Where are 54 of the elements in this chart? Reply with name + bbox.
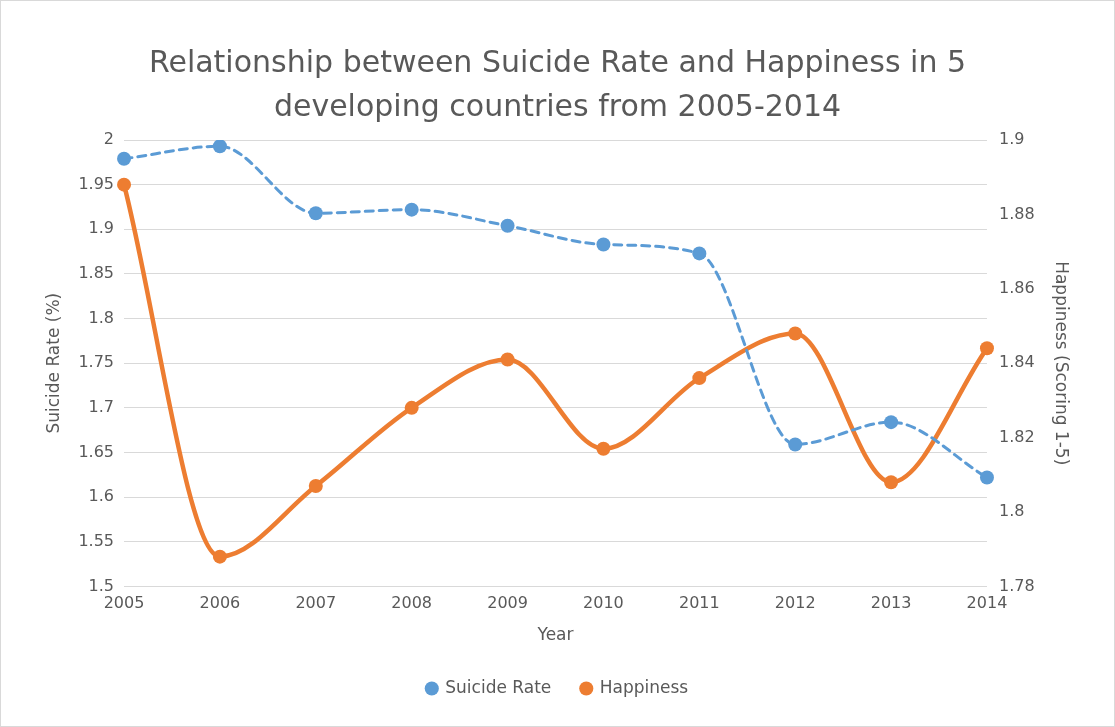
x-axis-title: Year [536, 624, 574, 645]
y-tick-label: 1.8 [88, 307, 115, 327]
x-tick-label: 2011 [678, 593, 720, 613]
x-tick-label: 2014 [966, 593, 1008, 613]
y-tick-label: 1.85 [78, 263, 115, 283]
y-tick-label: 2 [103, 129, 115, 149]
y-tick-label: 1.7 [88, 397, 115, 416]
y2-tick-label: 1.88 [998, 203, 1035, 223]
y-tick-label: 1.9 [88, 218, 115, 238]
point [212, 549, 227, 564]
x-tick-label: 2007 [295, 593, 337, 613]
point [404, 400, 419, 415]
y-tick-label: 1.65 [78, 441, 115, 461]
point [884, 415, 899, 430]
x-tick-label: 2005 [103, 593, 145, 613]
y2-tick-label: 1.78 [998, 575, 1035, 595]
x-tick-label: 2010 [583, 593, 624, 613]
y-axis-title: Suicide Rate (%) [42, 292, 63, 434]
point [979, 341, 994, 356]
point [308, 206, 323, 221]
point [596, 237, 611, 252]
chart-title: Relationship between Suicide Rate and Happiness in 5 developing countries from 2005-2014 [147, 43, 968, 125]
y2-axis-title: Happiness (Scoring 1-5) [1052, 261, 1073, 466]
y-tick-label: 1.5 [88, 575, 115, 595]
point [692, 246, 707, 261]
point [117, 151, 132, 166]
point [596, 441, 611, 456]
legend-label: Suicide Rate [445, 676, 552, 697]
y2-tick-label: 1.9 [998, 129, 1025, 149]
point [117, 177, 132, 192]
point [500, 352, 515, 367]
x-tick-label: 2008 [391, 593, 433, 613]
y2-tick-label: 1.86 [998, 277, 1035, 297]
x-tick-label: 2009 [487, 593, 528, 613]
point [500, 218, 515, 233]
point [788, 326, 803, 341]
x-tick-label: 2012 [774, 593, 816, 613]
x-tick-label: 2006 [199, 593, 241, 613]
y-tick-label: 1.95 [78, 173, 115, 193]
y2-tick-label: 1.8 [998, 501, 1025, 521]
point [308, 478, 323, 493]
point [884, 475, 899, 490]
legend-label: Happiness [599, 676, 689, 697]
y-tick-label: 1.6 [88, 486, 115, 506]
y-tick-label: 1.75 [78, 352, 115, 372]
y-tick-label: 1.55 [78, 530, 115, 550]
y2-tick-label: 1.84 [998, 352, 1035, 372]
point [788, 437, 803, 452]
y2-tick-label: 1.82 [998, 426, 1035, 446]
x-tick-label: 2013 [870, 593, 912, 613]
point [212, 140, 227, 154]
point [692, 371, 707, 386]
point [404, 202, 419, 217]
point [979, 470, 994, 485]
